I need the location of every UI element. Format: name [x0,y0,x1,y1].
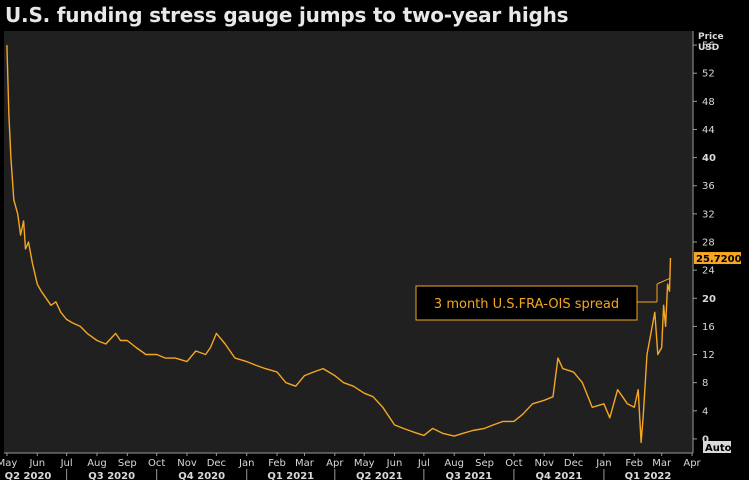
auto-scale-label: Auto [705,443,732,454]
x-quarter-label: Q4 2020 [178,471,225,480]
y-tick-label: 16 [702,322,715,333]
x-month-label: Jun [386,458,403,469]
x-month-label: Mar [295,458,315,469]
y-tick-label: 0 [702,434,709,445]
x-quarter-label: Q2 2021 [356,471,403,480]
last-value-label: 25.7200 [696,254,742,265]
x-month-label: Jul [417,458,430,469]
x-month-label: Jul [60,458,73,469]
annotation-label: 3 month U.S.FRA-OIS spread [434,297,619,312]
y-tick-label: 48 [702,97,715,108]
auto-scale-button [703,441,731,453]
x-month-label: Oct [148,458,165,469]
x-month-label: Feb [625,458,643,469]
x-month-label: Jan [595,458,611,469]
y-tick-label: 40 [702,153,716,164]
y-tick-label: 36 [702,181,715,192]
x-month-label: Oct [505,458,522,469]
y-tick-label: 52 [702,69,715,80]
y-tick-label: 12 [702,350,715,361]
x-month-label: Aug [444,458,464,469]
last-value-tag [694,252,741,265]
y-tick-label: 4 [702,406,708,417]
y-axis-unit-label: USD [698,43,719,53]
y-tick-label: 24 [702,266,715,277]
x-month-label: Nov [534,458,554,469]
chart-title: U.S. funding stress gauge jumps to two-y… [5,3,569,27]
annotation-leader [656,277,671,285]
x-quarter-label: Q1 2021 [267,471,314,480]
y-tick-label: 44 [702,125,715,136]
annotation-layer: 3 month U.S.FRA-OIS spread 25.7200 Auto [415,252,742,454]
y-tick-label: 56 [702,41,715,52]
annotation-box [415,285,638,321]
series-line-fra-ois [6,45,672,444]
series-layer [6,45,672,444]
y-axis-unit-label: Price [698,32,724,42]
x-month-label: Dec [564,458,583,469]
x-month-label: Sep [475,458,494,469]
x-quarter-label: Q4 2021 [536,471,583,480]
x-month-label: May [354,458,375,469]
x-quarter-label: Q3 2021 [445,471,492,480]
title-bar: U.S. funding stress gauge jumps to two-y… [0,0,749,30]
x-month-label: Sep [118,458,137,469]
x-quarter-label: Q3 2020 [88,471,135,480]
x-quarter-label: Q2 2020 [5,471,52,480]
x-month-label: Apr [326,458,344,469]
x-axis: May Jun Jul Aug Sep Oct Nov Dec Jan Feb Mar Apr May J… [0,452,702,480]
y-tick-label: 20 [702,294,716,305]
x-month-label: Aug [87,458,107,469]
x-month-label: Apr [683,458,701,469]
x-month-label: May [0,458,17,469]
x-month-label: Jan [238,458,254,469]
x-month-label: Feb [268,458,286,469]
x-month-label: Mar [652,458,672,469]
plot-area [4,31,693,453]
y-tick-label: 8 [702,378,708,389]
x-month-label: Dec [207,458,226,469]
x-month-label: Nov [177,458,197,469]
y-tick-label: 32 [702,209,715,220]
x-month-label: Jun [28,458,45,469]
y-tick-label: 28 [702,238,715,249]
x-quarter-label: Q1 2022 [625,471,672,480]
